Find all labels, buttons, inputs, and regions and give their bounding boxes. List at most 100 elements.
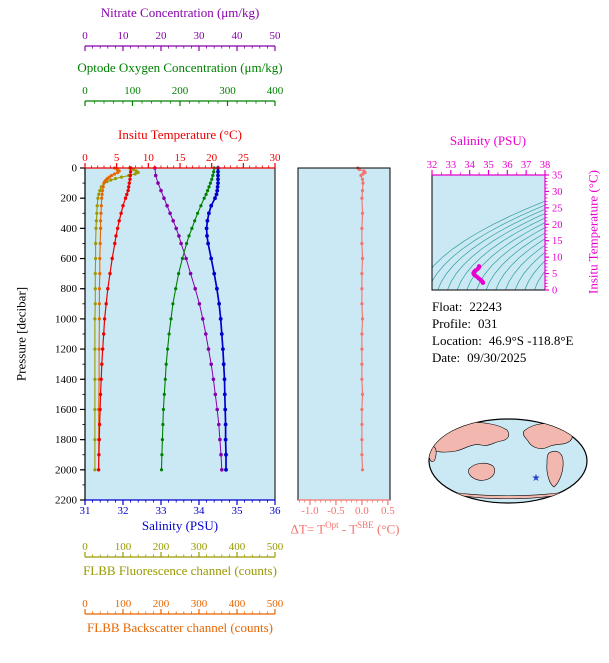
svg-text:100: 100 xyxy=(115,598,132,610)
svg-text:1600: 1600 xyxy=(55,404,78,416)
svg-text:37: 37 xyxy=(521,160,532,171)
profile-label: Profile: xyxy=(432,316,471,331)
svg-text:15: 15 xyxy=(175,152,187,164)
delta-t-title-mid: - T xyxy=(338,521,358,537)
svg-text:38: 38 xyxy=(540,160,551,171)
nitrate-axis: 0 10 20 30 40 50 xyxy=(82,30,281,51)
ts-temperature-axis-title: Insitu Temperature (°C) xyxy=(585,170,601,294)
isopycnal-contours xyxy=(432,200,545,290)
svg-text:50: 50 xyxy=(270,30,282,42)
svg-text:20: 20 xyxy=(206,152,218,164)
svg-text:20: 20 xyxy=(156,30,168,42)
delta-t-plot: -1.0 -0.5 0.0 0.5 xyxy=(297,166,395,517)
svg-text:34: 34 xyxy=(464,160,475,171)
float-info-block: Float: 22243 Profile: 031 Location: 46.9°S … xyxy=(432,298,574,366)
svg-text:400: 400 xyxy=(229,541,246,553)
svg-text:0.0: 0.0 xyxy=(355,505,369,517)
svg-text:1400: 1400 xyxy=(55,374,78,386)
date-label: Date: xyxy=(432,350,461,365)
svg-text:500: 500 xyxy=(267,541,284,553)
fluorescence-axis-title: FLBB Fluorescence channel (counts) xyxy=(83,563,277,578)
svg-text:300: 300 xyxy=(191,541,208,553)
svg-text:800: 800 xyxy=(61,283,78,295)
svg-text:31: 31 xyxy=(80,505,91,517)
svg-text:32: 32 xyxy=(118,505,129,517)
svg-text:200: 200 xyxy=(61,193,78,205)
svg-text:35: 35 xyxy=(552,171,563,182)
profile-line: Profile: 031 xyxy=(432,315,574,332)
delta-t-title-sup1: Opt xyxy=(325,520,339,530)
fluorescence-axis: 0 100 200 300 400 500 xyxy=(82,541,284,558)
nitrate-axis-title: Nitrate Concentration (μm/kg) xyxy=(100,5,260,20)
svg-text:34: 34 xyxy=(194,505,206,517)
svg-text:35: 35 xyxy=(232,505,244,517)
svg-text:15: 15 xyxy=(552,236,563,247)
svg-text:10: 10 xyxy=(143,152,155,164)
delta-t-title-post: (°C) xyxy=(373,521,400,537)
svg-text:36: 36 xyxy=(502,160,513,171)
svg-text:600: 600 xyxy=(61,253,78,265)
svg-text:100: 100 xyxy=(124,85,141,97)
svg-text:0: 0 xyxy=(82,85,88,97)
svg-text:400: 400 xyxy=(267,85,284,97)
ts-plot: 32 33 34 35 36 37 38 0 5 10 15 20 25 30 35 xyxy=(427,160,563,297)
svg-text:500: 500 xyxy=(267,598,284,610)
svg-text:10: 10 xyxy=(552,253,563,264)
profile-value: 031 xyxy=(478,316,498,331)
svg-text:1200: 1200 xyxy=(55,344,78,356)
svg-text:-0.5: -0.5 xyxy=(327,505,345,517)
svg-text:0.5: 0.5 xyxy=(381,505,395,517)
svg-text:0: 0 xyxy=(72,163,78,175)
svg-text:20: 20 xyxy=(552,220,563,231)
float-id-line: Float: 22243 xyxy=(432,298,574,315)
svg-text:10: 10 xyxy=(118,30,130,42)
svg-text:35: 35 xyxy=(483,160,494,171)
float-id-value: 22243 xyxy=(469,299,502,314)
svg-text:400: 400 xyxy=(61,223,78,235)
location-line: Location: 46.9°S -118.8°E xyxy=(432,332,574,349)
svg-text:300: 300 xyxy=(219,85,236,97)
svg-text:300: 300 xyxy=(191,598,208,610)
temperature-axis-title: Insitu Temperature (°C) xyxy=(118,127,242,142)
svg-text:40: 40 xyxy=(232,30,244,42)
delta-t-axis-title: ΔT= TOpt - TSBE (°C) xyxy=(291,519,400,535)
svg-text:400: 400 xyxy=(229,598,246,610)
svg-text:200: 200 xyxy=(153,541,170,553)
svg-text:30: 30 xyxy=(270,152,282,164)
svg-text:100: 100 xyxy=(115,541,132,553)
svg-text:-1.0: -1.0 xyxy=(301,505,319,517)
svg-text:5: 5 xyxy=(114,152,120,164)
svg-text:0: 0 xyxy=(82,30,88,42)
svg-text:0: 0 xyxy=(82,152,88,164)
date-value: 09/30/2025 xyxy=(467,350,527,365)
svg-text:32: 32 xyxy=(427,160,438,171)
svg-text:33: 33 xyxy=(156,505,168,517)
svg-text:0: 0 xyxy=(82,541,88,553)
svg-text:0: 0 xyxy=(82,598,88,610)
svg-text:1000: 1000 xyxy=(55,313,78,325)
delta-t-title-pre: ΔT= T xyxy=(290,521,326,537)
backscatter-axis: 0 100 200 300 400 500 xyxy=(82,598,284,615)
location-label: Location: xyxy=(432,333,482,348)
backscatter-axis-title: FLBB Backscatter channel (counts) xyxy=(87,620,273,635)
svg-text:0: 0 xyxy=(552,286,557,297)
float-id-label: Float: xyxy=(432,299,463,314)
svg-text:25: 25 xyxy=(238,152,250,164)
svg-text:25: 25 xyxy=(552,203,563,214)
world-map: ★ xyxy=(428,418,588,504)
float-location-star-icon: ★ xyxy=(532,473,541,484)
oxygen-axis: 0 100 200 300 400 xyxy=(82,85,284,106)
svg-text:5: 5 xyxy=(552,269,557,280)
svg-text:33: 33 xyxy=(446,160,457,171)
salinity-axis-title: Salinity (PSU) xyxy=(141,518,219,533)
oxygen-axis-title: Optode Oxygen Concentration (μm/kg) xyxy=(77,60,283,75)
salinity-axis: 31 32 33 34 35 36 xyxy=(80,499,282,517)
ts-salinity-axis-title: Salinity (PSU) xyxy=(449,133,527,148)
svg-text:30: 30 xyxy=(552,187,563,198)
svg-text:200: 200 xyxy=(153,598,170,610)
location-value: 46.9°S -118.8°E xyxy=(488,333,574,348)
temperature-axis: 0 5 10 15 20 25 30 xyxy=(82,152,282,169)
svg-text:36: 36 xyxy=(270,505,282,517)
